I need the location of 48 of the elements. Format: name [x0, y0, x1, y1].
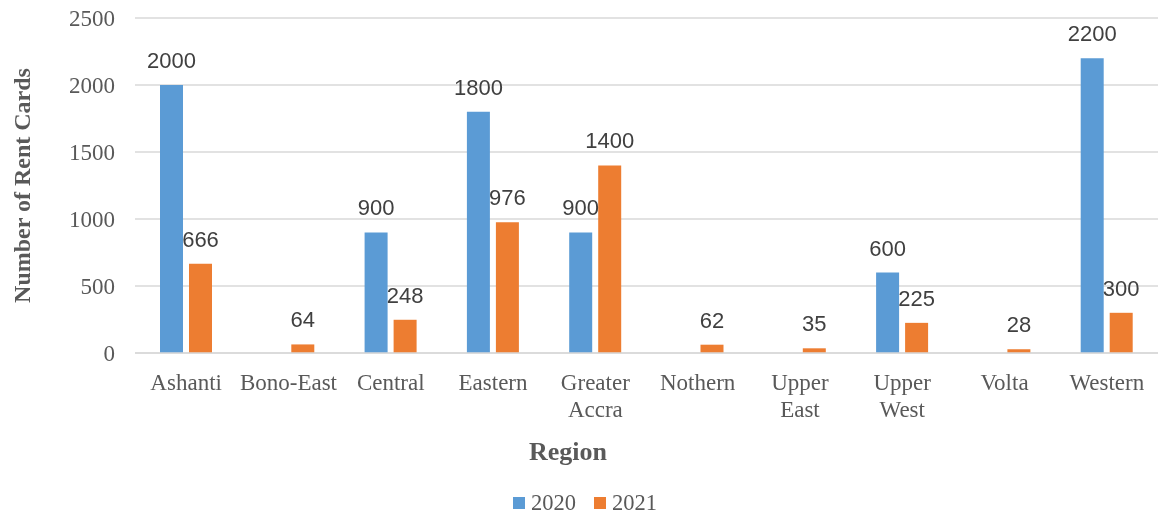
bar: [393, 319, 417, 353]
bar: [495, 222, 519, 353]
legend-label: 2020: [531, 490, 576, 516]
data-label: 1800: [453, 74, 503, 100]
bar: [876, 272, 900, 353]
legend-label: 2021: [612, 490, 657, 516]
data-label: 600: [869, 235, 906, 261]
x-tick-label: Upper West: [873, 370, 932, 422]
bar: [189, 263, 212, 353]
bar: [1080, 58, 1104, 353]
x-tick-label: Western: [1069, 370, 1145, 395]
data-label: 62: [699, 307, 725, 333]
x-tick-label: Eastern: [458, 370, 529, 395]
x-tick-label: Nothern: [659, 370, 736, 395]
y-tick-label: 0: [103, 341, 115, 367]
data-label: 900: [357, 195, 395, 221]
x-tick-label: Upper East: [771, 370, 830, 422]
x-tick-label: Bono-East: [239, 370, 338, 395]
y-axis-title: Number of Rent Cards: [9, 68, 35, 303]
bar: [1109, 312, 1133, 353]
bar: [291, 344, 315, 353]
bar: [905, 322, 929, 353]
data-label: 1400: [585, 128, 635, 154]
bar: [160, 85, 183, 353]
data-label: 64: [290, 307, 316, 333]
data-label: 35: [802, 311, 827, 337]
x-tick-label: Greater Accra: [560, 370, 631, 422]
data-label: 976: [489, 185, 526, 211]
data-label: 28: [1006, 312, 1032, 338]
y-tick-label: 1000: [69, 207, 115, 233]
x-tick-label: Ashanti: [150, 370, 222, 395]
x-tick-label: Volta: [980, 370, 1029, 395]
data-label: 225: [898, 285, 935, 311]
data-label: 2200: [1067, 21, 1117, 47]
x-tick-label: Central: [356, 370, 425, 395]
x-axis-title: Region: [529, 437, 608, 466]
y-tick-label: 1500: [69, 140, 115, 166]
bar: [598, 165, 622, 353]
data-label: 248: [386, 282, 424, 308]
data-label: 2000: [147, 48, 196, 73]
y-tick-label: 2500: [69, 6, 115, 32]
bar: [364, 232, 388, 353]
data-label: 666: [182, 226, 219, 252]
bar: [466, 111, 490, 353]
data-label: 900: [562, 195, 600, 221]
bar: [569, 232, 593, 353]
y-tick-label: 500: [80, 274, 115, 300]
y-tick-label: 2000: [69, 73, 115, 99]
